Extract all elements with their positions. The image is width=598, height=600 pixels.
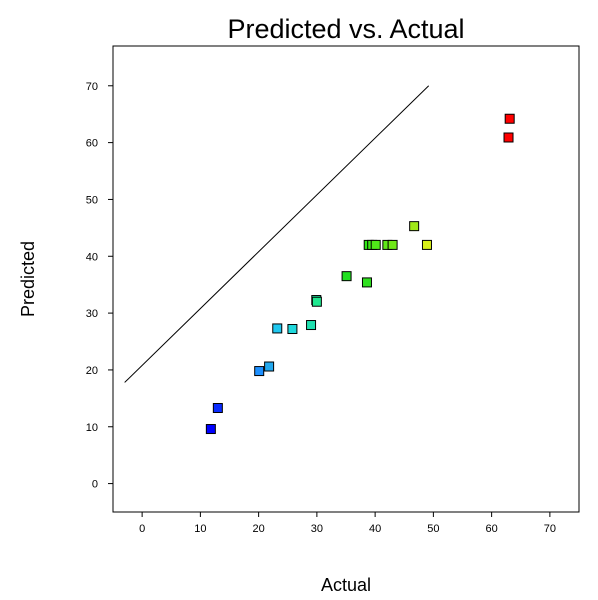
data-point bbox=[370, 239, 381, 250]
y-tick-label: 20 bbox=[86, 365, 98, 377]
data-point bbox=[311, 296, 322, 307]
chart-title: Predicted vs. Actual bbox=[227, 14, 464, 44]
y-tick-label: 40 bbox=[86, 251, 98, 263]
y-axis-title: Predicted bbox=[18, 241, 38, 317]
x-tick-label: 60 bbox=[486, 523, 498, 535]
data-point bbox=[212, 403, 223, 414]
y-tick-label: 0 bbox=[92, 479, 98, 491]
y-axis: 0 10 20 30 40 50 60 70 bbox=[86, 81, 113, 491]
y-tick-label: 10 bbox=[86, 422, 98, 434]
x-tick-label: 0 bbox=[139, 523, 145, 535]
y-tick-label: 70 bbox=[86, 81, 98, 93]
x-tick-label: 40 bbox=[369, 523, 381, 535]
x-tick-label: 50 bbox=[427, 523, 439, 535]
data-point bbox=[205, 424, 216, 435]
data-point bbox=[264, 361, 275, 372]
data-point bbox=[361, 277, 372, 288]
data-point bbox=[421, 239, 432, 250]
x-tick-label: 10 bbox=[194, 523, 206, 535]
data-points bbox=[205, 113, 515, 435]
y-tick-label: 50 bbox=[86, 194, 98, 206]
x-tick-label: 30 bbox=[311, 523, 323, 535]
data-point bbox=[409, 221, 420, 232]
data-point bbox=[341, 271, 352, 282]
x-tick-label: 20 bbox=[253, 523, 265, 535]
x-axis: 0 10 20 30 40 50 60 70 bbox=[139, 512, 556, 535]
data-point bbox=[254, 366, 265, 377]
data-point bbox=[306, 320, 317, 331]
y-tick-label: 60 bbox=[86, 138, 98, 150]
x-axis-title: Actual bbox=[321, 575, 371, 595]
reference-line bbox=[124, 85, 430, 383]
data-point bbox=[503, 132, 514, 143]
data-point bbox=[287, 324, 298, 335]
data-point bbox=[272, 323, 283, 334]
x-tick-label: 70 bbox=[544, 523, 556, 535]
y-tick-label: 30 bbox=[86, 308, 98, 320]
data-point bbox=[387, 239, 398, 250]
data-point bbox=[504, 113, 515, 124]
